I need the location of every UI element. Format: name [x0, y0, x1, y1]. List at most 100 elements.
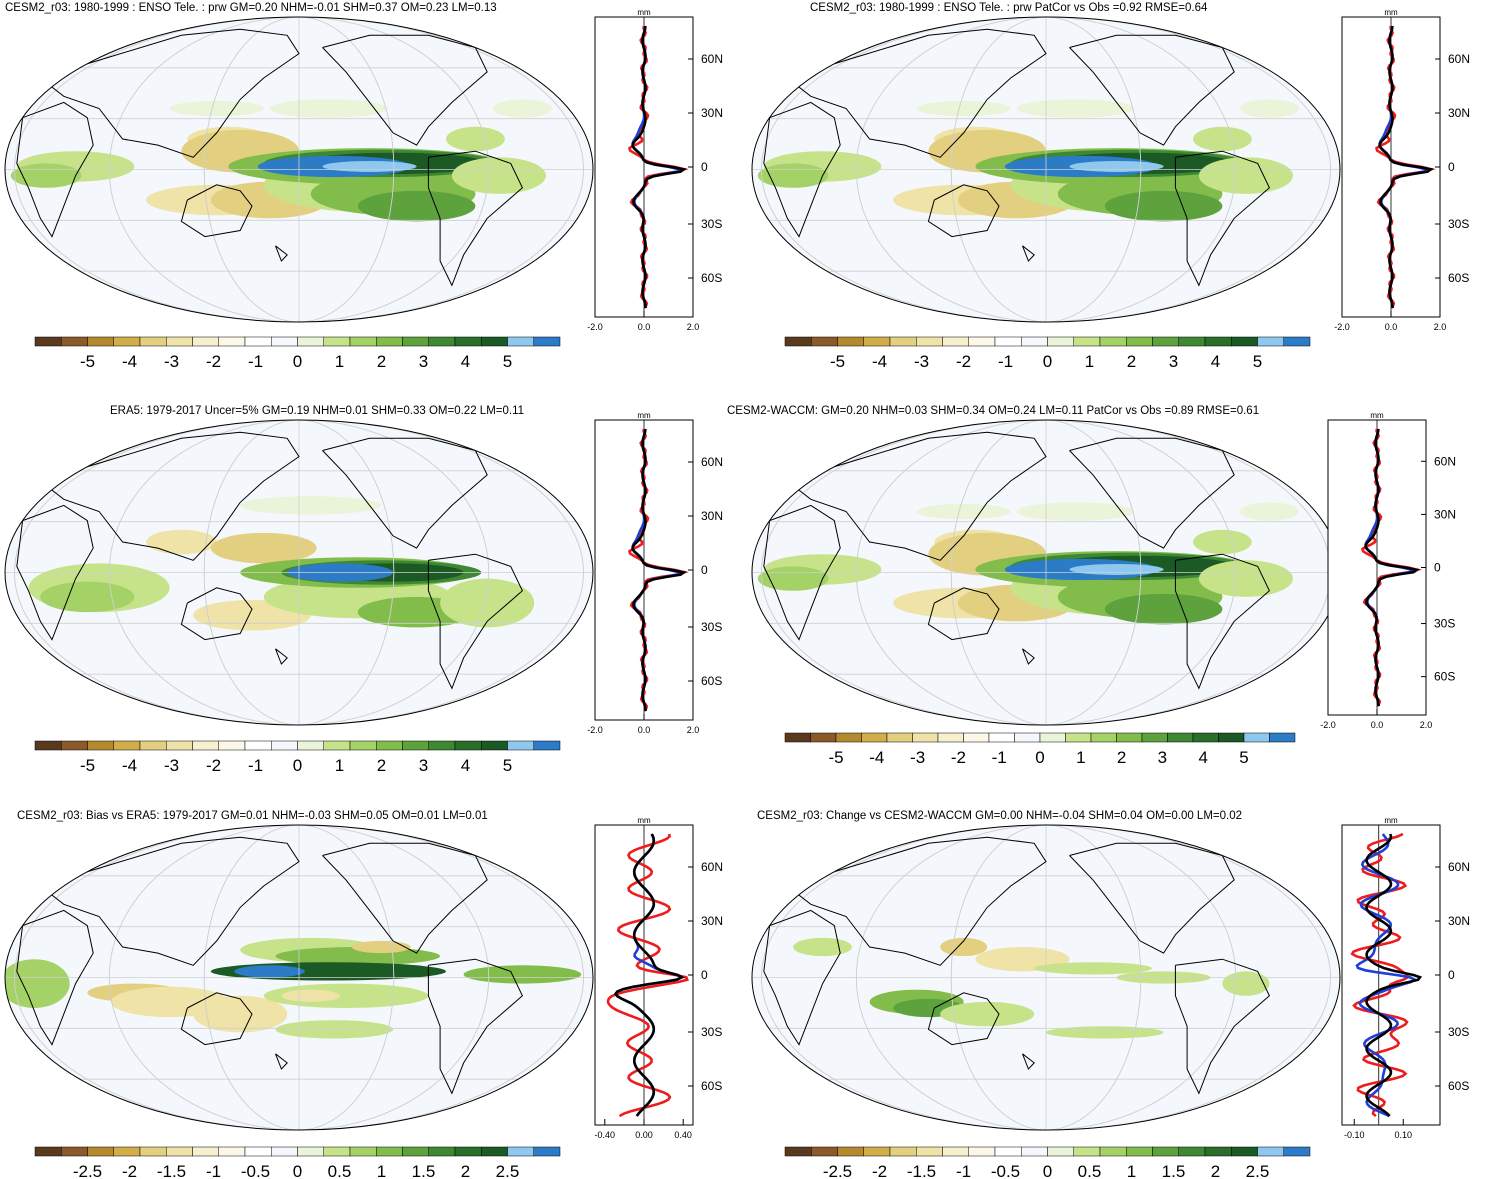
colorbar-label: 2	[1127, 352, 1136, 371]
colorbar-label: 4	[461, 352, 470, 371]
contour-region	[210, 532, 317, 564]
panel-4: CESM2-WACCM: GM=0.20 NHM=0.03 SHM=0.34 O…	[727, 405, 1456, 767]
colorbar-swatch	[481, 1146, 508, 1157]
coastline	[16, 101, 94, 238]
colorbar-swatch	[376, 740, 403, 751]
colorbar-swatch	[34, 336, 62, 347]
colorbar-label: 1	[1076, 748, 1085, 767]
contour-region	[240, 496, 382, 515]
colorbar-label: 1.5	[412, 1162, 436, 1179]
meridian-line	[855, 420, 1237, 725]
colorbar-swatch	[994, 1146, 1022, 1157]
contour-region	[193, 995, 288, 1033]
contour-region	[451, 157, 546, 194]
colorbar-label: -4	[872, 352, 887, 371]
lat-label: 30N	[1448, 914, 1470, 928]
map-field	[5, 17, 593, 322]
panel-5: CESM2_r03: Bias vs ERA5: 1979-2017 GM=0.…	[4, 810, 723, 1179]
colorbar-swatch	[139, 336, 167, 347]
panel-title: CESM2_r03: Bias vs ERA5: 1979-2017 GM=0.…	[17, 810, 488, 822]
colorbar-swatch	[1231, 336, 1258, 347]
colorbar-label: -1.5	[907, 1162, 936, 1179]
coastline	[39, 836, 300, 966]
lat-label: 30S	[701, 1025, 722, 1039]
colorbar-label: -3	[164, 756, 179, 775]
colorbar-swatch	[1073, 336, 1101, 347]
colorbar-swatch	[323, 1146, 351, 1157]
colorbar-label: 0	[293, 1162, 302, 1179]
contour-region	[1240, 502, 1299, 521]
coastline	[427, 150, 524, 287]
coastline	[275, 648, 288, 665]
lat-label: 30S	[701, 217, 722, 231]
colorbar-swatch	[1243, 732, 1270, 743]
contour-region	[1193, 126, 1252, 152]
colorbar-swatch	[113, 336, 141, 347]
meridian-line	[108, 825, 490, 1130]
colorbar-label: -1	[992, 748, 1007, 767]
colorbar-swatch	[942, 1146, 969, 1157]
colorbar-swatch	[297, 740, 324, 751]
coastline	[1069, 437, 1235, 549]
colorbar-swatch	[784, 732, 811, 743]
colorbar-label: -1	[248, 756, 263, 775]
x-tick-label: 0.0	[1371, 720, 1384, 730]
colorbar-swatch	[988, 732, 1015, 743]
colorbar-swatch	[811, 1146, 838, 1157]
colorbar-label: -2.5	[73, 1162, 102, 1179]
lat-label: 0	[701, 968, 708, 982]
contour-region	[793, 937, 852, 957]
colorbar-swatch	[942, 336, 969, 347]
colorbar-swatch	[889, 1146, 917, 1157]
zonal-unit: mm	[637, 816, 651, 825]
colorbar-swatch	[1192, 732, 1219, 743]
colorbar-swatch	[1065, 732, 1092, 743]
colorbar-swatch	[916, 336, 943, 347]
lat-label: 60N	[701, 860, 723, 874]
lat-label: 60N	[1448, 52, 1470, 66]
colorbar-label: 1	[1127, 1162, 1136, 1179]
contour-region	[940, 1001, 1035, 1027]
coastline	[39, 431, 300, 561]
contour-region	[446, 126, 505, 152]
colorbar-label: -1	[998, 352, 1013, 371]
colorbar-swatch	[1116, 732, 1143, 743]
colorbar-label: 5	[503, 756, 512, 775]
colorbar-swatch	[87, 740, 114, 751]
coastline	[180, 587, 253, 641]
lat-label: 30N	[1448, 106, 1470, 120]
coastline	[322, 437, 488, 549]
colorbar-swatch	[533, 336, 561, 347]
panel-title: ERA5: 1979-2017 Uncer=5% GM=0.19 NHM=0.0…	[110, 405, 524, 417]
colorbar-swatch	[192, 740, 219, 751]
colorbar-swatch	[889, 336, 917, 347]
coastline	[180, 992, 253, 1046]
x-tick-label: 2.0	[1420, 720, 1433, 730]
x-tick-label: 0.0	[1385, 322, 1398, 332]
colorbar-label: -1.5	[157, 1162, 186, 1179]
map-field	[752, 420, 1340, 725]
colorbar-swatch	[1283, 336, 1311, 347]
zonal-profile: mm 60N 30N 0 30S 60S -0.40 0.00 0.40	[594, 816, 723, 1140]
map-border	[751, 16, 1341, 323]
colorbar-label: 3	[419, 352, 428, 371]
colorbar-swatch	[218, 1146, 246, 1157]
colorbar-swatch	[507, 336, 534, 347]
coastline	[786, 836, 1047, 966]
colorbar-swatch	[87, 336, 114, 347]
colorbar-swatch	[1231, 1146, 1258, 1157]
colorbar-label: -3	[914, 352, 929, 371]
panel-title: CESM2_r03: 1980-1999 : ENSO Tele. : prw …	[810, 2, 1208, 14]
colorbar-label: -1	[248, 352, 263, 371]
coastline	[927, 992, 1000, 1046]
meridian-line	[761, 825, 1331, 1130]
contour-region	[5, 959, 70, 1008]
x-tick-label: 0.0	[638, 322, 651, 332]
colorbar-label: -2	[951, 748, 966, 767]
lat-label: 60N	[1434, 454, 1456, 468]
colorbar-swatch	[1047, 336, 1074, 347]
colorbar-label: 3	[1158, 748, 1167, 767]
colorbar-swatch	[1099, 1146, 1127, 1157]
contour-region	[1240, 99, 1299, 118]
colorbar-swatch	[968, 1146, 996, 1157]
